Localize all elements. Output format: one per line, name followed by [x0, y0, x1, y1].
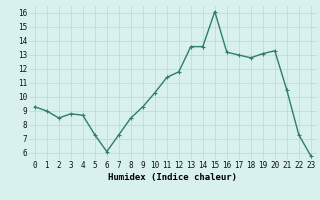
X-axis label: Humidex (Indice chaleur): Humidex (Indice chaleur) [108, 173, 237, 182]
